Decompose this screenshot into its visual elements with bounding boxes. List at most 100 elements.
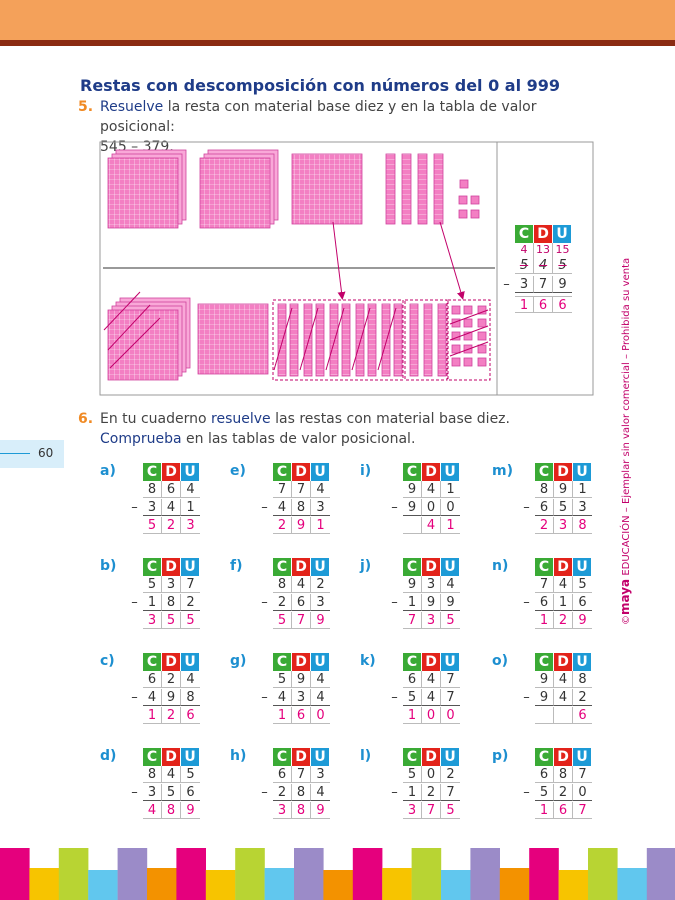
stripe [264, 868, 295, 900]
digit: 6 [535, 766, 554, 783]
header-cell: D [292, 463, 311, 481]
digit: 4 [292, 576, 311, 593]
result-digit [554, 707, 573, 724]
header-cell: C [273, 463, 292, 481]
header-cell: U [181, 463, 200, 481]
digit: 6 [573, 594, 592, 611]
result-digit: 1 [515, 296, 534, 313]
header-cell: C [143, 748, 162, 766]
stripe [205, 870, 236, 900]
digit: 2 [441, 766, 460, 783]
digit: 3 [143, 784, 162, 801]
figure-frame [99, 141, 594, 396]
digit: 6 [535, 594, 554, 611]
result-digit: 5 [441, 802, 460, 819]
header-cell: D [422, 653, 441, 671]
stripe [499, 868, 530, 900]
digit: 9 [292, 671, 311, 688]
minus-sign: – [523, 500, 530, 515]
digit: 3 [515, 276, 534, 293]
digit: 9 [162, 689, 181, 706]
result-digit: 0 [422, 707, 441, 724]
digit: 6 [162, 481, 181, 498]
header-cell: D [534, 225, 553, 243]
header-cell: U [311, 463, 330, 481]
digit: 8 [554, 766, 573, 783]
digit: 8 [143, 766, 162, 783]
side-note: ©maya EDUCACIÓN – Ejemplar sin valor com… [615, 258, 635, 625]
header-cell: C [403, 653, 422, 671]
result-digit: 2 [273, 517, 292, 534]
digit: 3 [162, 576, 181, 593]
header-cell: U [573, 748, 592, 766]
result-digit: 1 [311, 517, 330, 534]
item-label: g) [230, 653, 247, 669]
result-digit: 0 [441, 707, 460, 724]
text: en las tablas de valor posicional. [181, 431, 416, 447]
digit: 2 [273, 594, 292, 611]
top-rule [0, 40, 675, 46]
minus-sign: – [261, 500, 268, 515]
digit: 4 [181, 671, 200, 688]
header-cell: D [292, 653, 311, 671]
result-digit [403, 517, 422, 534]
header-cell: D [162, 463, 181, 481]
figure [99, 141, 594, 396]
stripe [117, 848, 148, 900]
header-cell: D [554, 558, 573, 576]
digit: 8 [143, 481, 162, 498]
result-digit: 9 [311, 612, 330, 629]
stripe [147, 868, 177, 900]
stripe [441, 870, 471, 900]
header-cell: D [554, 653, 573, 671]
digit: 9 [441, 594, 460, 611]
result-digit: 3 [273, 802, 292, 819]
item-label: h) [230, 748, 247, 764]
header-cell: U [441, 748, 460, 766]
digit: 6 [292, 594, 311, 611]
result-digit: 5 [143, 517, 162, 534]
header-cell: U [573, 653, 592, 671]
digit: 8 [181, 689, 200, 706]
header-cell: U [553, 225, 572, 243]
regrouped-digit: 15 [555, 243, 570, 256]
result-digit: 4 [143, 802, 162, 819]
stripe [411, 848, 442, 900]
digit: 7 [441, 689, 460, 706]
minus-sign: – [131, 690, 138, 705]
item-label: n) [492, 558, 509, 574]
result-digit: 3 [422, 612, 441, 629]
result-digit: 5 [181, 612, 200, 629]
item-label: o) [492, 653, 509, 669]
brand: maya [618, 578, 632, 615]
verb: resuelve [211, 411, 271, 427]
digit: 4 [162, 499, 181, 516]
verb: Resuelve [100, 99, 164, 115]
minus-sign: – [261, 595, 268, 610]
digit: 7 [534, 276, 553, 293]
header-cell: U [181, 653, 200, 671]
item-label: b) [100, 558, 117, 574]
result-digit: 6 [554, 802, 573, 819]
stripe [529, 848, 559, 900]
digit: 9 [403, 481, 422, 498]
text: las restas con material base diez. [270, 411, 510, 427]
stripe [470, 848, 500, 900]
result-digit: 8 [162, 802, 181, 819]
digit: 5 [535, 784, 554, 801]
digit: 5 [403, 766, 422, 783]
digit: 6 [403, 671, 422, 688]
minus-sign: – [261, 690, 268, 705]
header-cell: U [441, 653, 460, 671]
digit: 5 [554, 499, 573, 516]
side-text: EDUCACIÓN – Ejemplar sin valor comercial… [621, 257, 632, 576]
header-cell: C [535, 653, 554, 671]
item-label: a) [100, 463, 116, 479]
result-digit: 2 [535, 517, 554, 534]
exercise-number: 5. [78, 99, 94, 115]
result-digit: 7 [573, 802, 592, 819]
header-cell: D [422, 558, 441, 576]
result-digit: 1 [535, 612, 554, 629]
minus-sign: – [391, 785, 398, 800]
